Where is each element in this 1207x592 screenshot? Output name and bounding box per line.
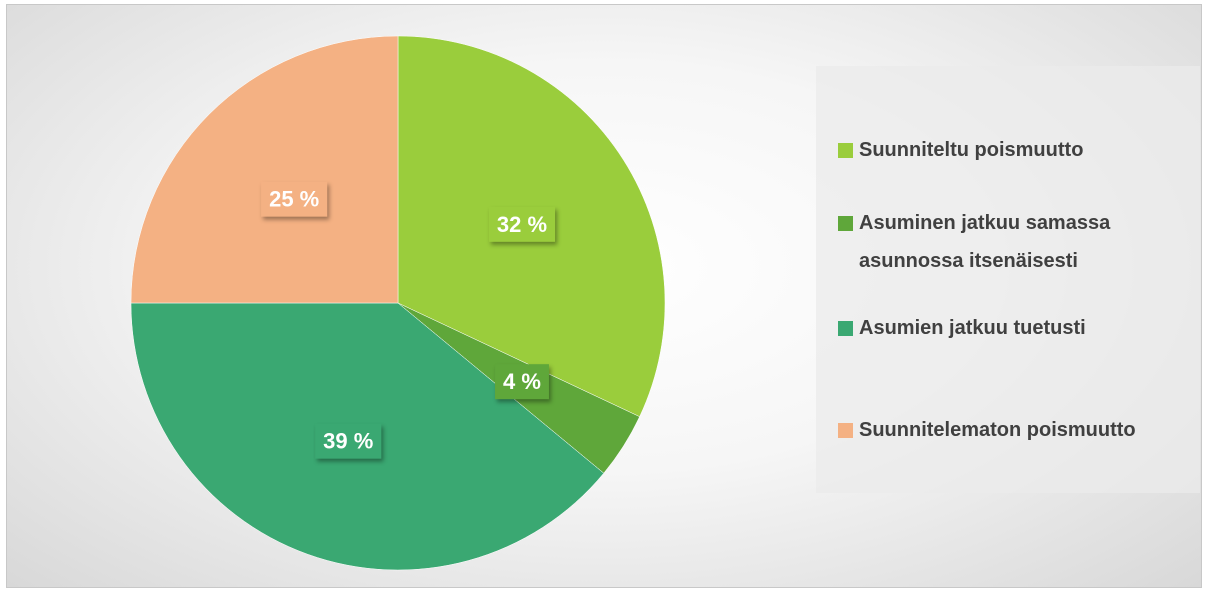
- data-label-box: [488, 206, 556, 242]
- chart-frame: 32 % 4 % 39 % 25 % Suunniteltu poismuutto As…: [6, 4, 1202, 588]
- data-label: 4 %: [503, 369, 541, 394]
- legend-label: Suunnitelematon poismuutto: [859, 419, 1136, 441]
- data-label-box: [315, 423, 382, 459]
- legend-entry: Suunnitelematon poismuutto: [838, 411, 1178, 449]
- legend-entry: Asumien jatkuu tuetusti: [838, 309, 1178, 347]
- legend-swatch: [838, 143, 853, 158]
- legend-entry: Asuminen jatkuu samassa asunnossa itsenä…: [838, 204, 1178, 280]
- legend: Suunniteltu poismuutto Asuminen jatkuu sa…: [816, 66, 1200, 493]
- data-label: 32 %: [497, 212, 547, 237]
- data-label-box: [495, 364, 549, 400]
- legend-entry: Suunniteltu poismuutto: [838, 131, 1178, 169]
- data-label: 25 %: [269, 187, 319, 212]
- legend-swatch: [838, 216, 853, 231]
- data-label: 39 %: [323, 429, 373, 454]
- data-label-box: [261, 181, 328, 217]
- chart: 32 % 4 % 39 % 25 %: [130, 35, 666, 571]
- legend-label: Suunniteltu poismuutto: [859, 139, 1084, 161]
- pie-slice: [130, 35, 399, 304]
- legend-swatch: [838, 321, 853, 336]
- legend-label: Asumien jatkuu tuetusti: [859, 317, 1086, 339]
- legend-swatch: [838, 423, 853, 438]
- legend-label: Asuminen jatkuu samassa asunnossa itsenä…: [859, 212, 1111, 272]
